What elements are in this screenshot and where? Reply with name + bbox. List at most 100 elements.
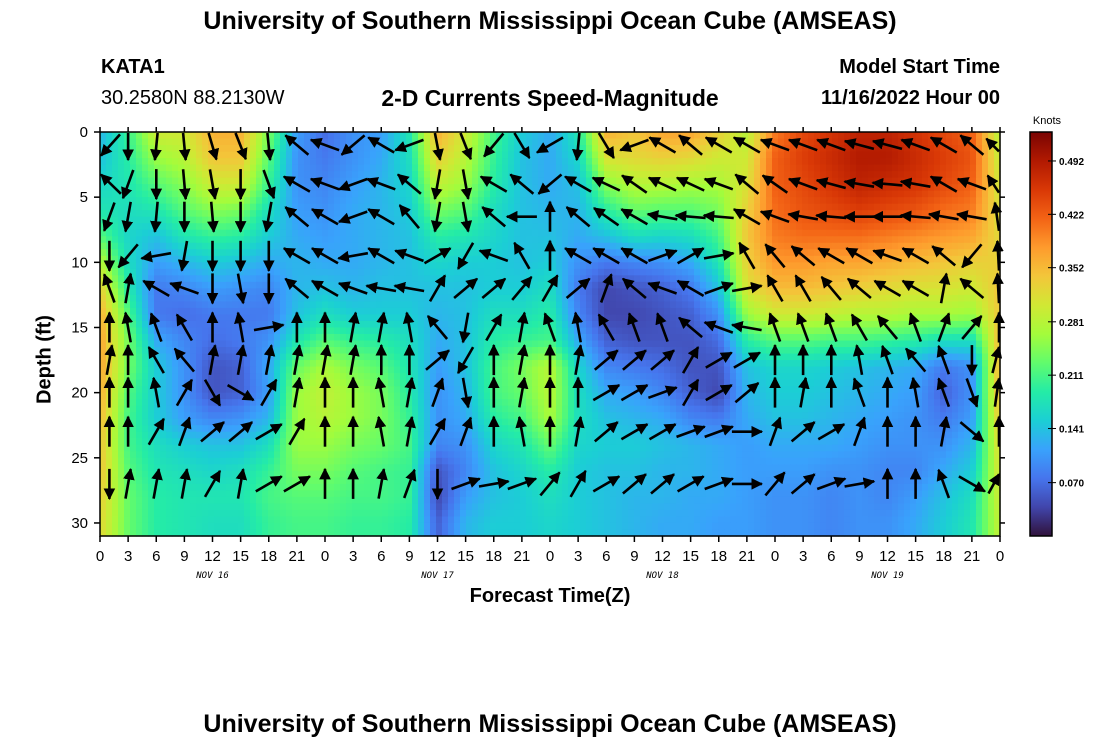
- heatmap-cell: [814, 236, 821, 244]
- heatmap-cell: [394, 268, 401, 276]
- heatmap-cell: [562, 268, 569, 276]
- heatmap-cell: [352, 294, 359, 303]
- heatmap-cell: [220, 164, 227, 172]
- heatmap-cell: [748, 151, 755, 159]
- heatmap-cell: [568, 288, 575, 296]
- heatmap-cell: [118, 301, 125, 309]
- heatmap-cell: [244, 184, 251, 192]
- heatmap-cell: [826, 197, 833, 205]
- heatmap-cell: [604, 210, 611, 218]
- heatmap-cell: [298, 268, 305, 276]
- heatmap-cell: [178, 132, 185, 140]
- heatmap-cell: [412, 320, 419, 329]
- heatmap-cell: [556, 164, 563, 172]
- heatmap-cell: [880, 145, 887, 153]
- heatmap-cell: [868, 229, 875, 237]
- heatmap-cell: [376, 288, 383, 296]
- heatmap-cell: [934, 164, 941, 172]
- heatmap-cell: [802, 197, 809, 205]
- heatmap-cell: [190, 255, 197, 263]
- heatmap-cell: [964, 334, 971, 342]
- heatmap-cell: [988, 314, 995, 322]
- heatmap-cell: [820, 288, 827, 296]
- heatmap-cell: [304, 145, 311, 153]
- heatmap-cell: [712, 262, 719, 270]
- heatmap-cell: [772, 268, 779, 276]
- heatmap-cell: [136, 216, 143, 224]
- heatmap-cell: [472, 268, 479, 276]
- heatmap-cell: [970, 301, 977, 309]
- heatmap-cell: [934, 262, 941, 270]
- heatmap-cell: [388, 158, 395, 166]
- heatmap-cell: [634, 151, 641, 159]
- heatmap-cell: [736, 132, 743, 140]
- heatmap-cell: [820, 301, 827, 309]
- heatmap-cell: [544, 301, 551, 309]
- heatmap-cell: [562, 275, 569, 283]
- heatmap-cell: [958, 320, 965, 329]
- heatmap-cell: [760, 301, 767, 309]
- heatmap-cell: [346, 275, 353, 283]
- heatmap-cell: [886, 255, 893, 263]
- heatmap-cell: [172, 288, 179, 296]
- heatmap-cell: [358, 138, 365, 146]
- heatmap-cell: [718, 210, 725, 218]
- heatmap-cell: [280, 145, 287, 153]
- heatmap-cell: [202, 229, 209, 237]
- heatmap-cell: [700, 177, 707, 185]
- heatmap-cell: [736, 229, 743, 237]
- heatmap-cell: [628, 275, 635, 283]
- heatmap-cell: [502, 340, 509, 348]
- heatmap-cell: [646, 197, 653, 205]
- heatmap-cell: [472, 340, 479, 348]
- heatmap-cell: [592, 190, 599, 198]
- heatmap-cell: [820, 268, 827, 276]
- heatmap-cell: [142, 275, 149, 283]
- heatmap-cell: [610, 314, 617, 322]
- heatmap-cell: [274, 301, 281, 309]
- heatmap-cell: [220, 307, 227, 316]
- heatmap-cell: [100, 314, 107, 322]
- heatmap-cell: [310, 184, 317, 192]
- heatmap-cell: [130, 145, 137, 153]
- heatmap-cell: [694, 242, 701, 250]
- heatmap-cell: [556, 210, 563, 218]
- heatmap-cell: [868, 262, 875, 270]
- heatmap-cell: [682, 190, 689, 198]
- heatmap-cell: [712, 145, 719, 153]
- heatmap-cell: [358, 268, 365, 276]
- heatmap-cell: [550, 229, 557, 237]
- heatmap-cell: [574, 268, 581, 276]
- heatmap-cell: [820, 216, 827, 224]
- heatmap-cell: [448, 307, 455, 316]
- heatmap-cell: [142, 216, 149, 224]
- heatmap-cell: [382, 171, 389, 179]
- heatmap-cell: [952, 223, 959, 231]
- heatmap-cell: [700, 171, 707, 179]
- heatmap-cell: [250, 255, 257, 263]
- heatmap-cell: [802, 229, 809, 237]
- heatmap-cell: [214, 255, 221, 263]
- heatmap-cell: [676, 151, 683, 159]
- heatmap-cell: [556, 229, 563, 237]
- heatmap-cell: [922, 314, 929, 322]
- heatmap-cell: [796, 164, 803, 172]
- heatmap-cell: [994, 294, 1001, 303]
- heatmap-cell: [340, 132, 347, 140]
- heatmap-cell: [328, 268, 335, 276]
- heatmap-cell: [532, 294, 539, 303]
- heatmap-cell: [694, 151, 701, 159]
- heatmap-cell: [718, 340, 725, 348]
- heatmap-cell: [928, 203, 935, 211]
- heatmap-cell: [388, 314, 395, 322]
- heatmap-cell: [436, 262, 443, 270]
- heatmap-cell: [892, 203, 899, 211]
- heatmap-cell: [964, 164, 971, 172]
- heatmap-cell: [766, 203, 773, 211]
- heatmap-cell: [634, 223, 641, 231]
- heatmap-cell: [970, 288, 977, 296]
- heatmap-cell: [436, 288, 443, 296]
- heatmap-cell: [760, 236, 767, 244]
- heatmap-cell: [448, 255, 455, 263]
- heatmap-cell: [988, 340, 995, 348]
